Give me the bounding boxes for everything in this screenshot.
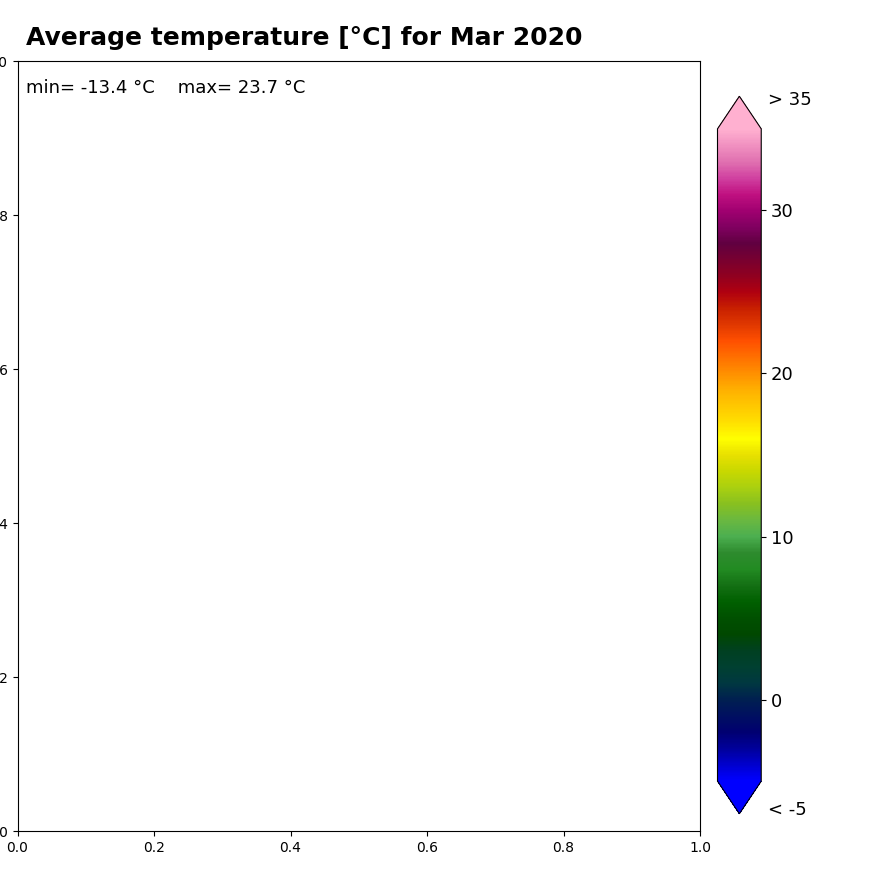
PathPatch shape <box>718 781 761 814</box>
Text: Average temperature [°C] for Mar 2020: Average temperature [°C] for Mar 2020 <box>26 26 583 50</box>
Text: min= -13.4 °C    max= 23.7 °C: min= -13.4 °C max= 23.7 °C <box>26 79 305 97</box>
Text: > 35: > 35 <box>768 91 812 109</box>
PathPatch shape <box>718 96 761 129</box>
Text: < -5: < -5 <box>768 801 807 819</box>
